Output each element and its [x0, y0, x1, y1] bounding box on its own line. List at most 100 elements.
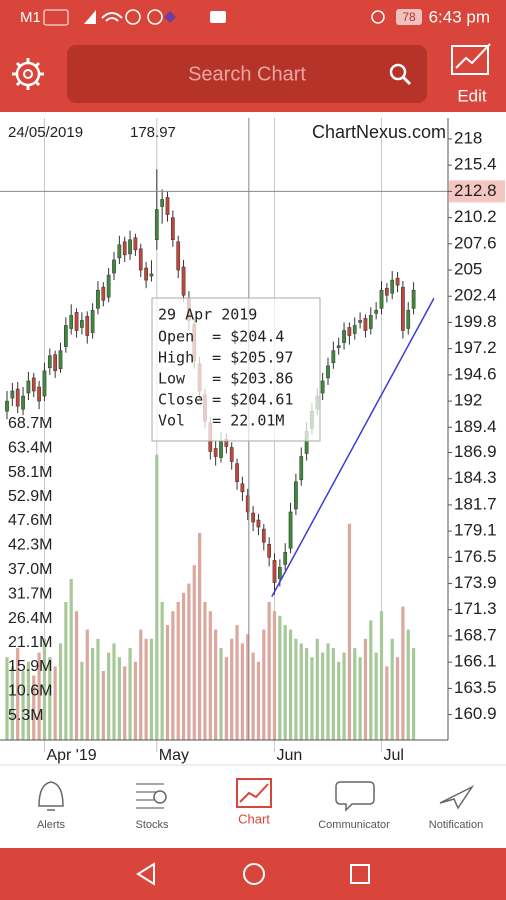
- volume-bar: [230, 638, 234, 740]
- tooltip-box: [151, 297, 321, 442]
- volume-bar: [235, 624, 239, 740]
- y2-tick-label: 10.6M: [8, 682, 52, 699]
- candle-body: [213, 448, 218, 457]
- gear-teeth[interactable]: [12, 58, 44, 90]
- volume-bar: [315, 638, 319, 740]
- back-button[interactable]: [136, 862, 155, 886]
- candle-body: [53, 354, 58, 372]
- nav-label[interactable]: Chart: [238, 811, 270, 826]
- volume-bar: [262, 629, 266, 740]
- search-placeholder[interactable]: Search Chart: [188, 63, 306, 85]
- volume-bar: [240, 643, 245, 740]
- gear-hub[interactable]: [23, 69, 33, 79]
- candle-body: [128, 239, 132, 255]
- candle-body: [5, 400, 9, 412]
- edit-icon-pen[interactable]: [455, 43, 491, 69]
- candle-body: [299, 456, 304, 480]
- volume-bar: [337, 661, 341, 740]
- y-tick-label: 192: [454, 391, 482, 410]
- volume-bar: [406, 629, 410, 740]
- volume-bar: [192, 565, 196, 740]
- candle-body: [74, 312, 79, 331]
- y-tick-label: 166.1: [454, 652, 497, 671]
- candle-body: [256, 519, 261, 528]
- home-button[interactable]: [243, 863, 265, 885]
- volume-bar: [267, 601, 271, 740]
- clock: 6:43 pm: [429, 7, 490, 26]
- x-tick-label: Jun: [277, 747, 303, 764]
- nav-label[interactable]: Notification: [429, 819, 483, 831]
- volume-bar: [64, 601, 68, 740]
- volume-bar: [80, 661, 84, 740]
- volume-bar: [363, 638, 368, 740]
- candle-body: [117, 244, 122, 259]
- alerts-icon[interactable]: [38, 781, 64, 811]
- nav-label[interactable]: Alerts: [37, 819, 66, 831]
- volume-bar: [304, 647, 309, 740]
- edit-icon[interactable]: [451, 45, 489, 75]
- volume-bar: [5, 657, 9, 740]
- volume-bar: [390, 638, 394, 740]
- volume-bar: [123, 666, 127, 740]
- volume-bar: [369, 620, 373, 740]
- candle-body: [395, 277, 400, 286]
- nav-label[interactable]: Stocks: [135, 819, 169, 831]
- candle-body: [368, 315, 373, 329]
- edit-label[interactable]: Edit: [457, 86, 487, 105]
- volume-bar: [74, 611, 79, 740]
- chart-icon-line[interactable]: [239, 783, 269, 803]
- candle-body: [352, 325, 357, 334]
- candle-body: [267, 543, 272, 558]
- volume-bar: [155, 454, 159, 740]
- volume-bar: [26, 661, 31, 740]
- app-icon: [164, 11, 176, 23]
- volume-bar: [411, 647, 416, 740]
- stocks-icon[interactable]: [136, 783, 164, 809]
- volume-bar: [101, 670, 105, 740]
- y2-tick-label: 63.4M: [8, 440, 52, 457]
- candle-body: [21, 395, 25, 410]
- y2-tick-label: 5.3M: [8, 707, 44, 724]
- search-icon[interactable]: [389, 63, 407, 81]
- search-icon-handle[interactable]: [401, 75, 412, 86]
- tooltip-title: 29 Apr 2019: [158, 306, 257, 324]
- candle-body: [288, 511, 293, 549]
- y-tick-label: 184.3: [454, 468, 497, 487]
- volume-bar: [42, 638, 47, 740]
- y-tick-label: 210.2: [454, 207, 497, 226]
- volume-bar: [379, 611, 384, 740]
- candle-body: [47, 355, 52, 369]
- candle-body: [320, 380, 325, 394]
- candle-body: [390, 279, 395, 294]
- nav-items: Alerts Stocks Chart Communicator Notificatio…: [37, 811, 483, 830]
- search-box[interactable]: [67, 45, 427, 103]
- candle-body: [112, 259, 116, 274]
- recents-button[interactable]: [350, 864, 370, 884]
- volume-bar: [342, 652, 346, 740]
- app-icon: [125, 9, 141, 25]
- volume-bar: [181, 592, 186, 740]
- volume-bar: [246, 634, 250, 740]
- y-tick-label: 194.6: [454, 364, 497, 383]
- y-tick-label: 189.4: [454, 417, 497, 436]
- communicator-icon[interactable]: [335, 781, 375, 812]
- candle-body: [358, 320, 362, 323]
- candle-body: [133, 237, 138, 251]
- notification-icon[interactable]: [439, 785, 475, 810]
- app-icon: [210, 11, 226, 23]
- candle-body: [401, 286, 405, 331]
- candle-body: [336, 345, 341, 348]
- edit-button[interactable]: Edit: [451, 43, 491, 105]
- sim-icon: [43, 9, 69, 26]
- candle-body: [277, 567, 282, 579]
- volume-bar: [91, 647, 95, 740]
- chart-icon[interactable]: [236, 778, 272, 808]
- y-tick-label: 168.7: [454, 625, 497, 644]
- volume-bar: [208, 611, 212, 740]
- stocks-icon-lens[interactable]: [153, 790, 167, 804]
- y-tick-label: 197.2: [454, 338, 497, 357]
- nav-label[interactable]: Communicator: [318, 819, 390, 831]
- volume-bar: [48, 657, 52, 740]
- settings-button[interactable]: [12, 58, 44, 90]
